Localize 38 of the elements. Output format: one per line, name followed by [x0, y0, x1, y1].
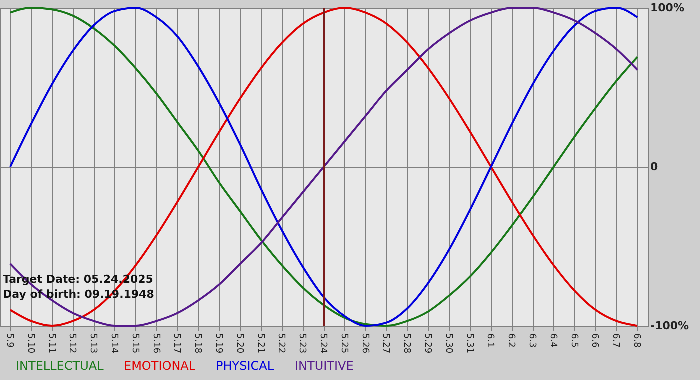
x-tick-label: 5.24: [318, 334, 328, 354]
x-tick-label: 5.12: [67, 334, 78, 354]
x-tick-label: 5.19: [213, 334, 224, 354]
x-tick-label: 5.31: [464, 334, 474, 354]
x-tick-label: 5.16: [150, 334, 161, 354]
x-tick-label: 6.3: [527, 334, 538, 348]
x-tick-label: 5.10: [25, 334, 36, 354]
x-tick-label: 5.28: [402, 334, 412, 354]
x-tick-label: 5.27: [380, 334, 391, 354]
x-tick-label: 5.29: [422, 334, 433, 354]
x-tick-label: 6.8: [632, 334, 642, 348]
y-tick-label: 100%: [650, 2, 684, 14]
x-tick-label: 5.22: [276, 334, 286, 354]
x-tick-label: 5.23: [297, 334, 308, 354]
x-tick-label: 5.9: [4, 334, 14, 348]
x-tick-label: 5.21: [255, 334, 266, 354]
x-tick-label: 5.14: [108, 334, 119, 354]
x-tick-label: 6.6: [590, 334, 600, 348]
y-tick-label: -100%: [650, 320, 690, 332]
x-tick-label: 6.1: [485, 334, 496, 348]
text: INTELLECTUAL: [16, 359, 104, 373]
text: INTUITIVE: [295, 359, 354, 373]
x-tick-label: 5.26: [360, 334, 370, 354]
x-tick-label: 5.17: [172, 334, 182, 354]
x-tick-label: 5.18: [192, 334, 203, 354]
text: PHYSICAL: [216, 359, 274, 373]
y-tick-label: 0: [650, 160, 658, 174]
x-tick-label: 5.30: [443, 334, 454, 354]
x-tick-label: 5.15: [130, 334, 140, 354]
x-tick-label: 5.13: [88, 334, 98, 354]
x-tick-label: 5.25: [338, 334, 349, 354]
text: EMOTIONAL: [124, 359, 196, 373]
x-tick-label: 6.7: [610, 334, 621, 348]
x-tick-label: 5.20: [234, 334, 244, 354]
x-tick-label: 6.4: [548, 334, 558, 348]
x-tick-label: 6.2: [506, 334, 516, 348]
x-tick-label: 6.5: [568, 334, 579, 348]
x-tick-label: 5.11: [46, 334, 56, 354]
